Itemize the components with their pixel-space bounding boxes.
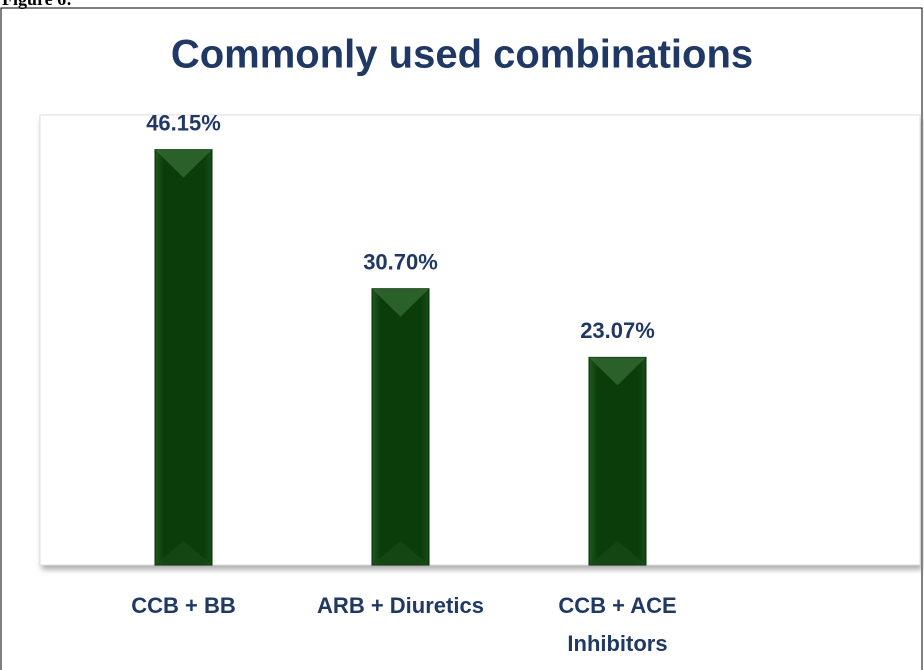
x-tick-label: ARB + Diuretics <box>317 593 484 618</box>
value-label: 46.15% <box>146 110 221 135</box>
bar-bevel <box>155 541 212 565</box>
bar <box>371 288 430 566</box>
figure-label: Figure 6: <box>2 0 72 10</box>
x-tick-label: CCB + BB <box>131 593 236 618</box>
bar-bevel <box>589 541 646 565</box>
figure-border <box>0 7 923 670</box>
bar <box>588 356 647 566</box>
value-label: 30.70% <box>363 250 438 275</box>
chart-title: Commonly used combinations <box>171 33 753 77</box>
value-label: 23.07% <box>580 318 655 343</box>
x-tick-label: CCB + ACE Inhibitors <box>558 593 677 656</box>
bar <box>154 149 213 566</box>
bar-bevel <box>372 541 429 565</box>
bar-bevel <box>589 357 646 386</box>
bar-bevel <box>372 288 429 317</box>
bar-bevel <box>155 149 212 178</box>
